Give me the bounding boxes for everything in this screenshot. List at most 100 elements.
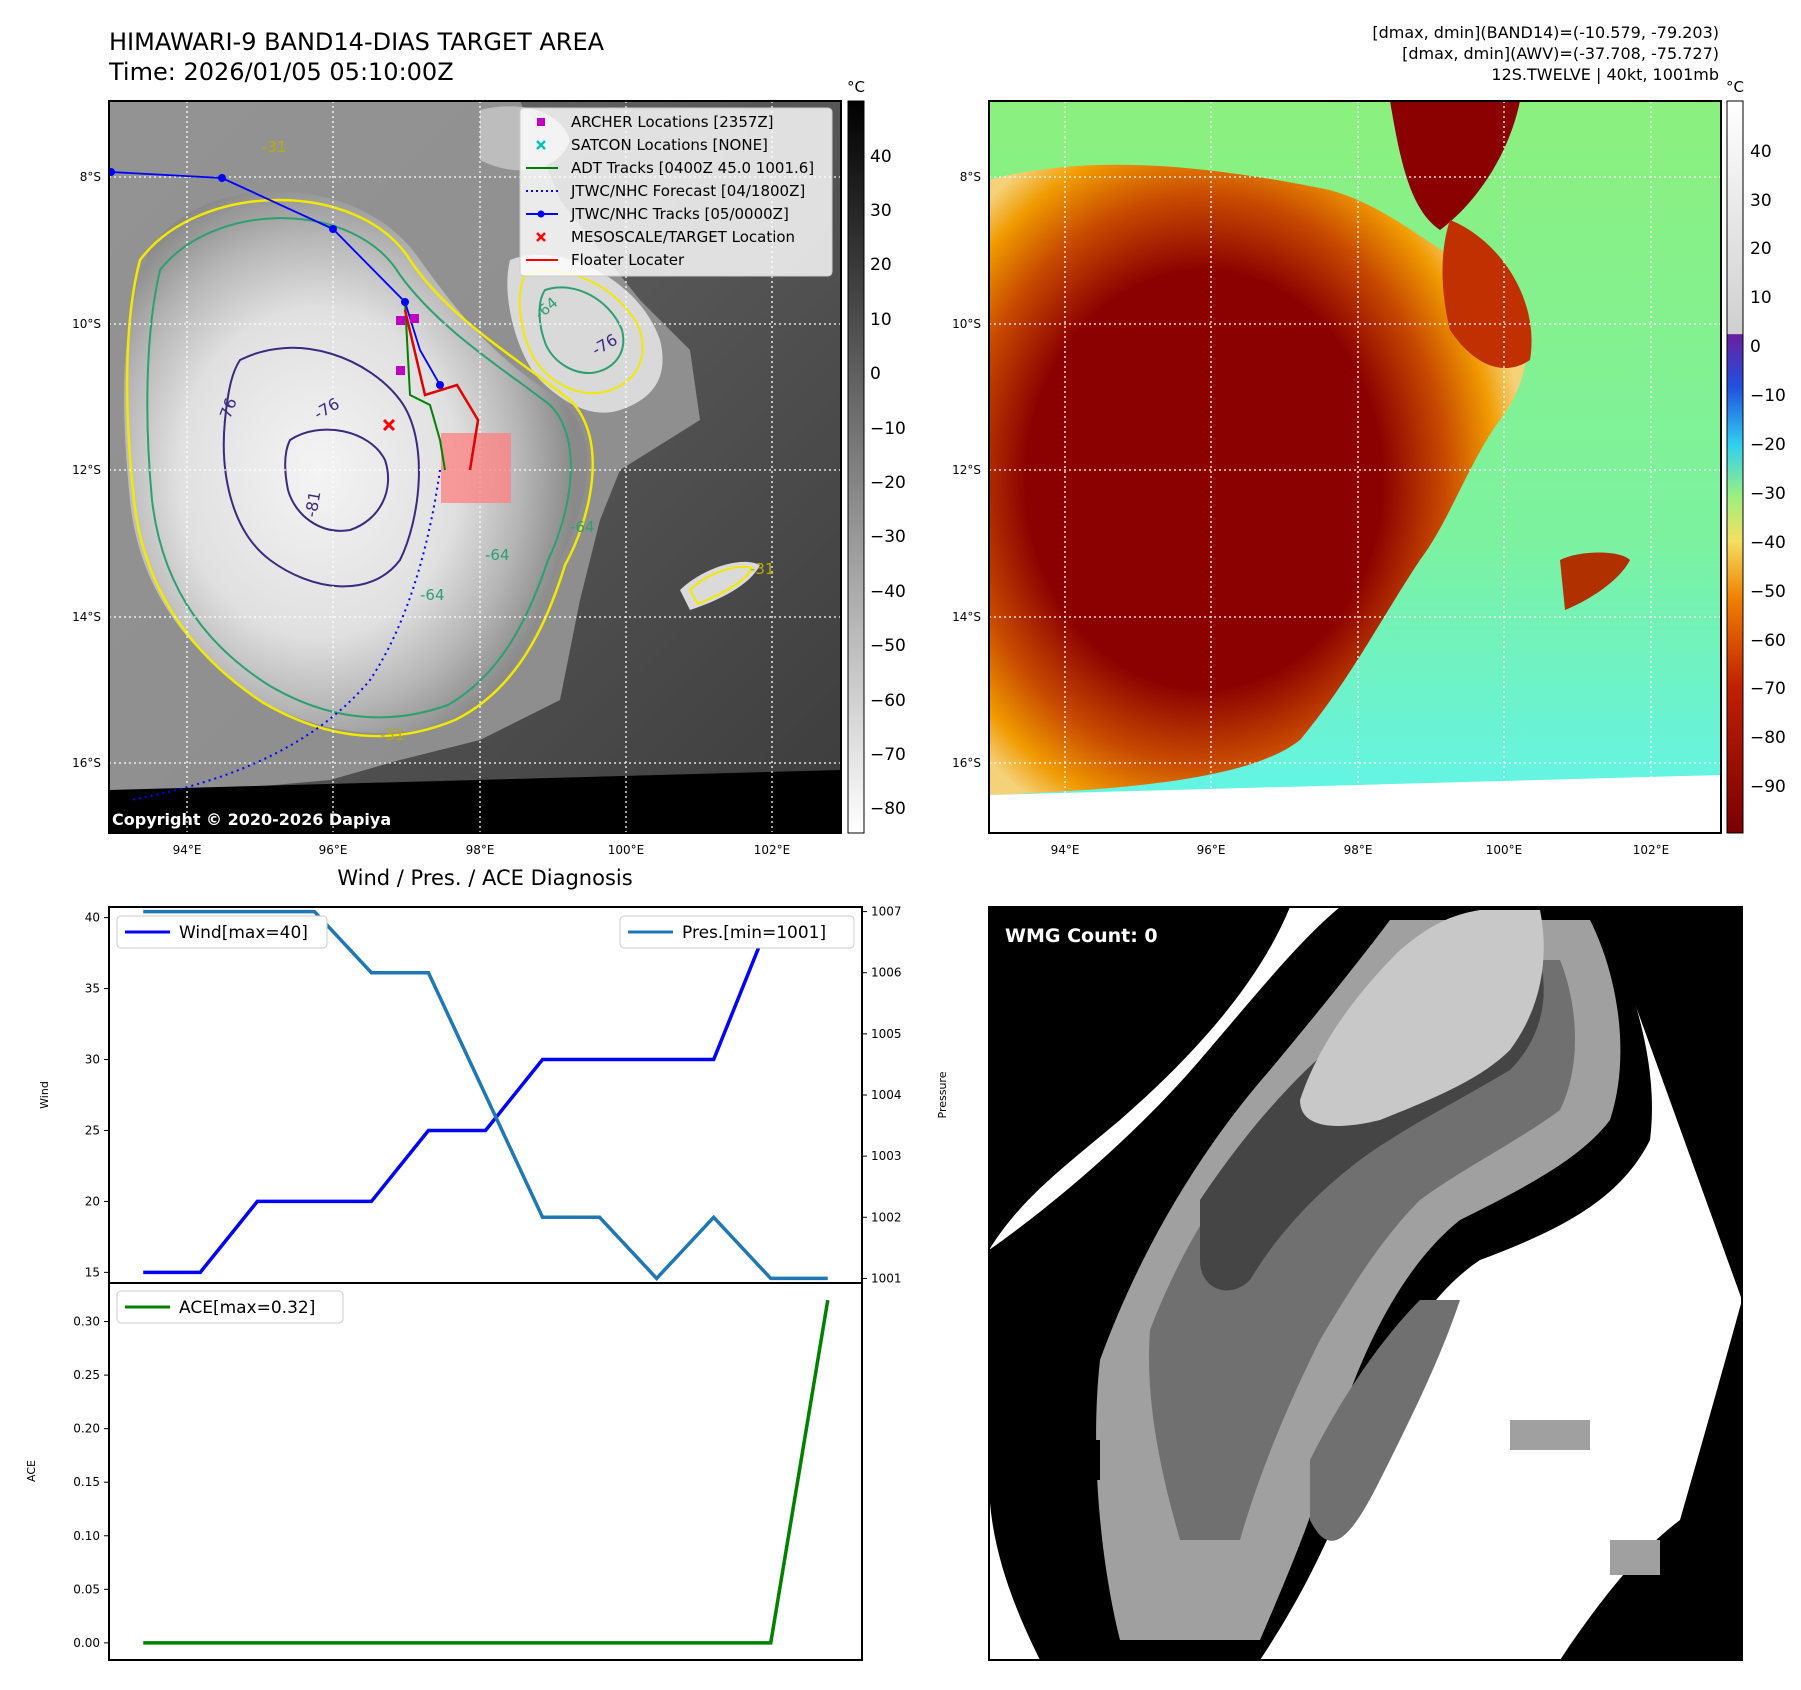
contour-label: -64 [485, 546, 510, 564]
ir-lon-ticks: 94°E 96°E 98°E 100°E 102°E [173, 843, 791, 857]
legend-item: Floater Locater [526, 251, 685, 269]
legend-label: ADT Tracks [0400Z 45.0 1001.6] [571, 159, 814, 177]
ace-tick-label: 0.05 [73, 1582, 100, 1596]
legend-label: SATCON Locations [NONE] [571, 136, 768, 154]
lat-tick: 16°S [952, 756, 981, 770]
colorbar-tick: 30 [1750, 191, 1772, 211]
ace-axis-label: ACE [25, 1460, 38, 1482]
bd-lat-ticks: 8°S 10°S 12°S 14°S 16°S [952, 170, 981, 770]
bd-imagery [989, 101, 1721, 833]
colorbar-tick: −10 [870, 419, 906, 439]
colorbar-ticks: 40 30 20 10 0 −10 −20 −30 −40 −50 −60 −7… [1750, 142, 1786, 797]
ace-tick-label: 0.30 [73, 1315, 100, 1329]
info-line-2: [dmax, dmin](AWV)=(-37.708, -75.727) [1402, 44, 1719, 63]
contour-label: -81 [301, 490, 324, 519]
legend-label: ARCHER Locations [2357Z] [571, 113, 774, 131]
title-line-1: HIMAWARI-9 BAND14-DIAS TARGET AREA [109, 28, 605, 56]
lat-tick: 14°S [72, 610, 101, 624]
lon-tick: 94°E [1051, 843, 1080, 857]
colorbar-tick: −60 [870, 691, 906, 711]
contour-label: -64 [420, 586, 445, 604]
legend-item: JTWC/NHC Forecast [04/1800Z] [526, 182, 805, 200]
ace-line [143, 1299, 830, 1645]
lat-tick: 16°S [72, 756, 101, 770]
info-line-3: 12S.TWELVE | 40kt, 1001mb [1491, 65, 1719, 84]
lon-tick: 102°E [754, 843, 791, 857]
colorbar-tick: 40 [1750, 142, 1772, 162]
floater-locater-track [403, 309, 480, 471]
colorbar-tick: 0 [1750, 337, 1761, 357]
colorbar-unit: °C [1726, 78, 1744, 96]
wind-axis-label: Wind [38, 1081, 51, 1109]
lon-tick: 98°E [1344, 843, 1373, 857]
lon-tick: 94°E [173, 843, 202, 857]
target-box-2 [476, 433, 511, 503]
ace-axes [108, 1282, 863, 1661]
colorbar-tick: 10 [1750, 288, 1772, 308]
lat-tick: 8°S [80, 170, 101, 184]
wind-tick-label: 40 [85, 911, 100, 925]
wind-line [143, 915, 828, 1275]
contour-labels-yellow: -31 -31 -31 [262, 138, 775, 744]
wind-tick-label: 20 [85, 1194, 100, 1208]
legend-marker-x [536, 232, 546, 242]
pressure-tick-label: 1001 [871, 1271, 902, 1285]
contour-label: -64 [570, 518, 595, 536]
colorbar-tick: −90 [1750, 777, 1786, 797]
legend-item: ARCHER Locations [2357Z] [537, 113, 774, 131]
colorbar-tick: −60 [1750, 631, 1786, 651]
ir-map-frame [108, 100, 842, 834]
ace-tick-label: 0.00 [73, 1636, 100, 1650]
colorbar-unit: °C [847, 78, 865, 96]
mesoscale-target-marker [382, 418, 396, 432]
colorbar-ticks: 40 30 20 10 0 −10 −20 −30 −40 −50 −60 −7… [870, 147, 906, 819]
wmg-count-label: WMG Count: 0 [1005, 925, 1158, 947]
pressure-tick-label: 1005 [871, 1027, 902, 1041]
jtwc-track-line [110, 171, 441, 386]
colorbar-tick: −80 [1750, 728, 1786, 748]
colorbar-tick: −10 [1750, 386, 1786, 406]
diagnosis-title: Wind / Pres. / ACE Diagnosis [337, 866, 632, 890]
bd-colorbar: °C 40 30 20 10 0 −10 −20 −30 −40 −50 −60… [1726, 78, 1786, 834]
lat-tick: 10°S [952, 317, 981, 331]
bd-map-frame [988, 100, 1722, 834]
wind-legend-label: Wind[max=40] [179, 923, 308, 943]
lon-tick: 96°E [1197, 843, 1226, 857]
legend-marker-dot [537, 210, 545, 218]
pressure-legend-label: Pres.[min=1001] [682, 923, 826, 943]
colorbar-tick: −30 [870, 527, 906, 547]
colorbar-tick: 20 [1750, 239, 1772, 259]
colorbar-tick: −70 [1750, 679, 1786, 699]
wind-tick-label: 15 [85, 1265, 100, 1279]
contour-label: -31 [380, 726, 405, 744]
wmg-imagery: WMG Count: 0 [989, 907, 1742, 1660]
colorbar-tick: −50 [1750, 582, 1786, 602]
legend-label: JTWC/NHC Forecast [04/1800Z] [570, 182, 805, 200]
ir-map-panel: -76 -76 -81 -76 -64 -64 -64 -64 -31 -31 … [72, 78, 906, 857]
wind-y-ticks: 15 20 25 30 35 40 [85, 911, 109, 1279]
track-legend: ARCHER Locations [2357Z] SATCON Locations… [519, 107, 833, 277]
adt-track [404, 301, 446, 471]
lon-tick: 100°E [1486, 843, 1523, 857]
colorbar-tick: −40 [1750, 533, 1786, 553]
ace-tick-label: 0.15 [73, 1475, 100, 1489]
jtwc-track-points [109, 168, 444, 389]
lat-tick: 8°S [960, 170, 981, 184]
copyright-text: Copyright © 2020-2026 Dapiya [112, 810, 391, 829]
contour-label: -31 [262, 138, 287, 156]
lon-tick: 102°E [1633, 843, 1670, 857]
colorbar-tick: 10 [870, 310, 892, 330]
ir-lat-ticks: 8°S 10°S 12°S 14°S 16°S [72, 170, 101, 770]
legend-label: JTWC/NHC Tracks [05/0000Z] [570, 205, 789, 223]
lat-tick: 12°S [72, 463, 101, 477]
ace-y-ticks: 0.00 0.05 0.10 0.15 0.20 0.25 0.30 [73, 1315, 109, 1650]
header: HIMAWARI-9 BAND14-DIAS TARGET AREA Time:… [108, 23, 1719, 86]
archer-location-1 [396, 316, 405, 325]
lon-tick: 100°E [608, 843, 645, 857]
info-line-1: [dmax, dmin](BAND14)=(-10.579, -79.203) [1372, 23, 1719, 42]
diagnosis-panel: Wind / Pres. / ACE Diagnosis Wind Pressu… [25, 866, 949, 1661]
archer-location-3 [396, 366, 405, 375]
colorbar-tick: 0 [870, 364, 881, 384]
lat-tick: 10°S [72, 317, 101, 331]
pressure-axis-label: Pressure [936, 1071, 949, 1118]
